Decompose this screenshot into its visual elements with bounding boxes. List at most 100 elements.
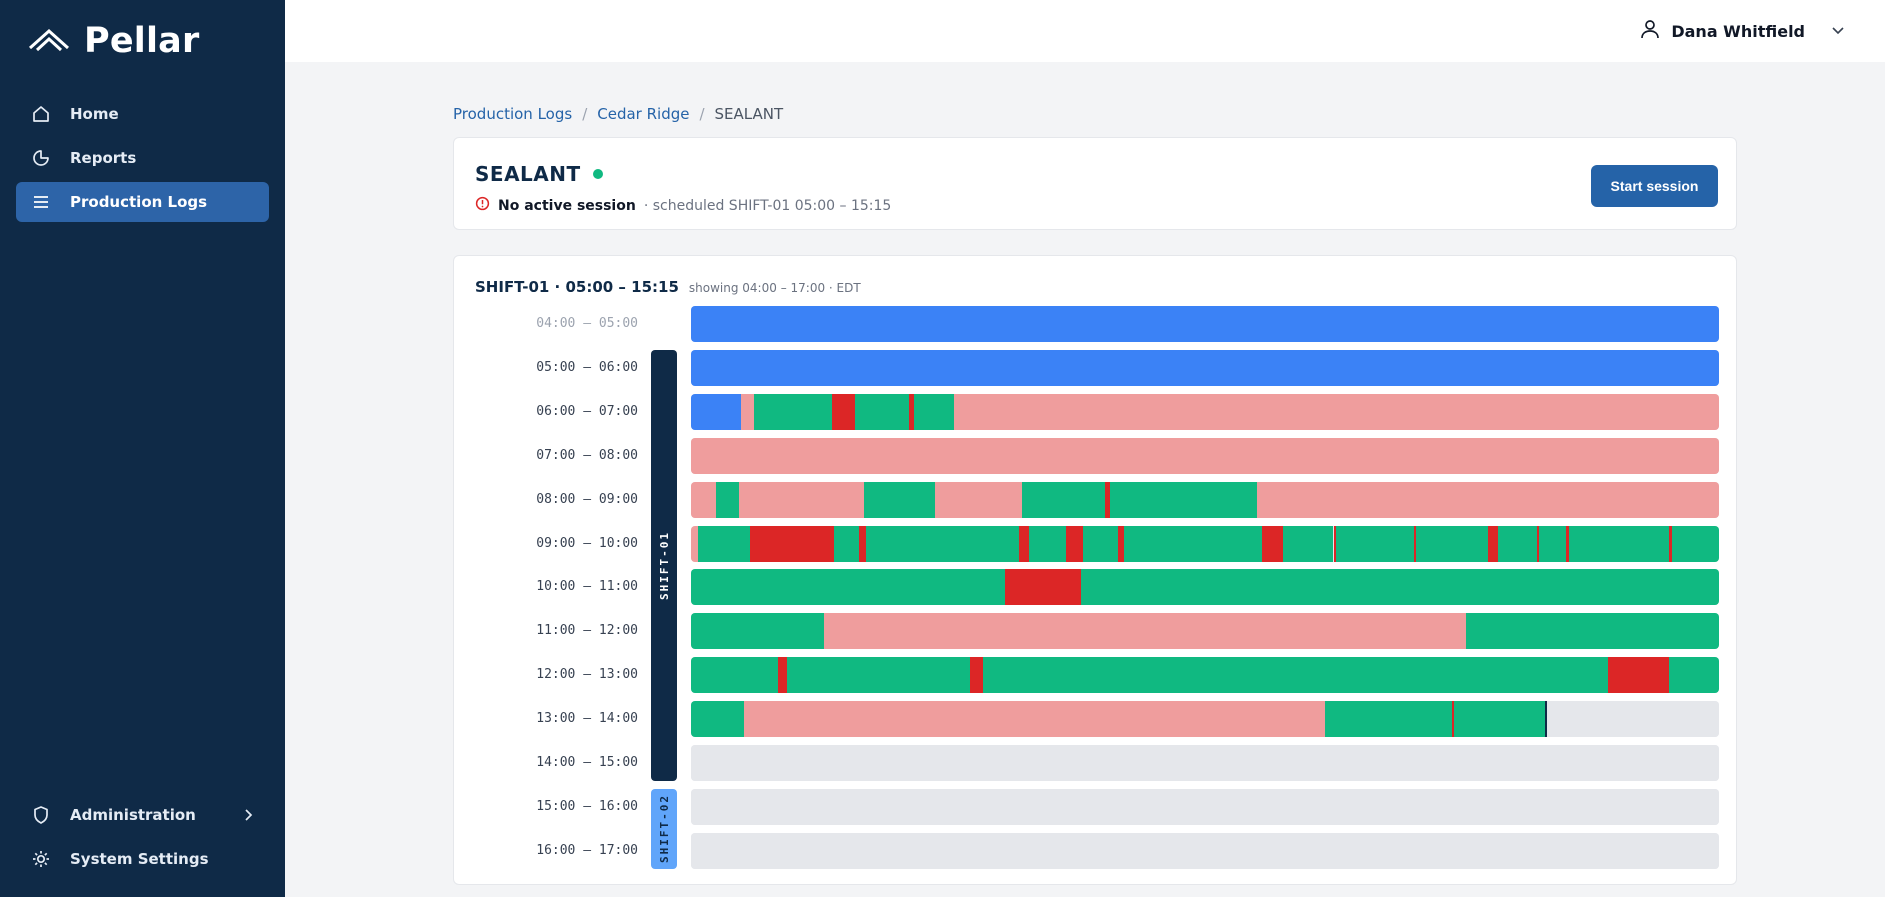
sidebar-item-administration[interactable]: Administration: [16, 795, 269, 835]
user-menu[interactable]: Dana Whitfield: [1639, 18, 1845, 44]
machine-title: SEALANT: [475, 162, 603, 186]
timeline-segment-empty: [691, 788, 1719, 825]
shift-label: SHIFT-02: [657, 794, 671, 864]
machine-header-card: SEALANT No active session · scheduled SH…: [453, 137, 1737, 230]
timeline-segment-green: [1453, 701, 1546, 738]
sidebar-item-label: System Settings: [70, 850, 209, 868]
sidebar-item-label: Home: [70, 105, 119, 123]
brand[interactable]: Pellar: [28, 20, 199, 62]
timeline-segment-green: [1671, 525, 1719, 562]
pie-icon: [30, 147, 52, 169]
timeline-segment-green: [698, 525, 750, 562]
sidebar-item-system-settings[interactable]: System Settings: [16, 839, 269, 879]
user-icon: [1639, 18, 1661, 44]
timeline-bar[interactable]: [691, 437, 1719, 474]
timeline-bar[interactable]: [691, 613, 1719, 650]
timeline-bar[interactable]: [691, 481, 1719, 518]
session-status-line: No active session · scheduled SHIFT-01 0…: [475, 196, 891, 215]
timeline-bar[interactable]: [691, 569, 1719, 606]
hour-label: 10:00 – 11:00: [536, 579, 638, 595]
timeline-bar[interactable]: [691, 393, 1719, 430]
sidebar-item-label: Reports: [70, 149, 137, 167]
user-name: Dana Whitfield: [1671, 21, 1805, 41]
timeline-segment-red: [1487, 525, 1498, 562]
timeline-segment-pink: [934, 481, 1022, 518]
timeline-segment-green: [786, 657, 970, 694]
timeline-segment-pink: [823, 613, 1467, 650]
timeline-bar[interactable]: [691, 745, 1719, 781]
list-icon: [30, 191, 52, 213]
timeline-segment-green: [1415, 525, 1488, 562]
breadcrumb-cedar-ridge[interactable]: Cedar Ridge: [597, 105, 690, 123]
timeline-segment-red: [1333, 525, 1336, 562]
hour-label: 04:00 – 05:00: [536, 316, 638, 331]
timeline-bar[interactable]: [691, 832, 1719, 869]
timeline-range: showing 04:00 – 17:00 · EDT: [688, 281, 861, 295]
timeline-segment-now: [1545, 701, 1548, 738]
shield-icon: [30, 804, 52, 826]
timeline-segment-red: [1565, 525, 1569, 562]
timeline-segment-red: [1066, 525, 1083, 562]
timeline-segment-green: [914, 393, 955, 430]
timeline-bar[interactable]: [691, 788, 1719, 825]
timeline-bar[interactable]: [691, 306, 1719, 342]
timeline-segment-green: [1497, 525, 1538, 562]
timeline-segment-red: [1018, 525, 1030, 562]
timeline-segment-red: [831, 393, 856, 430]
timeline-segment-pink: [954, 393, 1719, 430]
machine-name: SEALANT: [475, 162, 581, 186]
timeline-segment-green: [1668, 657, 1719, 694]
sidebar-item-home[interactable]: Home: [16, 94, 269, 134]
timeline-segment-green: [691, 613, 824, 650]
timeline-segment-red: [1451, 701, 1454, 738]
home-icon: [30, 103, 52, 125]
sidebar-item-production-logs[interactable]: Production Logs: [16, 182, 269, 222]
breadcrumb-current: SEALANT: [714, 105, 784, 123]
timeline-bar[interactable]: [691, 657, 1719, 694]
gear-icon: [30, 848, 52, 870]
pellar-logo-icon: [28, 26, 70, 56]
timeline-bar[interactable]: [691, 701, 1719, 738]
timeline-segment-pink: [744, 701, 1326, 738]
timeline-segment-green: [863, 481, 935, 518]
timeline-segment-green: [1539, 525, 1566, 562]
timeline-segment-blue: [691, 349, 1719, 386]
hour-label: 09:00 – 10:00: [536, 535, 638, 551]
timeline-bar[interactable]: [691, 525, 1719, 562]
hour-label: 14:00 – 15:00: [536, 755, 638, 770]
timeline-segment-green: [1568, 525, 1669, 562]
timeline-segment-green: [1082, 525, 1118, 562]
timeline-segment-green: [1335, 525, 1414, 562]
hour-label: 12:00 – 13:00: [536, 667, 638, 683]
start-session-button[interactable]: Start session: [1591, 165, 1718, 207]
timeline-segment-green: [1110, 481, 1258, 518]
sidebar: Pellar Home Reports Production Logs Admi…: [0, 0, 285, 897]
sidebar-item-label: Production Logs: [70, 193, 208, 211]
timeline-segment-green: [691, 569, 1005, 606]
hour-label: 16:00 – 17:00: [536, 842, 638, 858]
schedule-text: · scheduled SHIFT-01 05:00 – 15:15: [643, 197, 892, 214]
timeline-segment-green: [1325, 701, 1452, 738]
hour-label: 06:00 – 07:00: [536, 403, 638, 419]
timeline-segment-pink: [741, 393, 754, 430]
breadcrumb-production-logs[interactable]: Production Logs: [453, 105, 573, 123]
timeline-segment-red: [969, 657, 983, 694]
timeline-bar[interactable]: [691, 349, 1719, 386]
timeline-segment-green: [691, 657, 779, 694]
hour-label: 13:00 – 14:00: [536, 711, 638, 727]
breadcrumb-separator: /: [699, 105, 705, 123]
timeline-segment-red: [749, 525, 834, 562]
timeline-segment-green: [1029, 525, 1067, 562]
timeline-segment-red: [858, 525, 866, 562]
timeline-segment-pink: [691, 437, 1719, 474]
timeline-segment-red: [1261, 525, 1284, 562]
brand-name: Pellar: [84, 21, 200, 61]
timeline-segment-pink: [691, 525, 699, 562]
timeline-segment-pink: [691, 481, 716, 518]
timeline-segment-red: [1413, 525, 1416, 562]
timeline-segment-green: [982, 657, 1608, 694]
sidebar-item-reports[interactable]: Reports: [16, 138, 269, 178]
timeline-segment-green: [1466, 613, 1719, 650]
status-dot: [592, 169, 603, 179]
hour-label: 07:00 – 08:00: [536, 447, 638, 463]
